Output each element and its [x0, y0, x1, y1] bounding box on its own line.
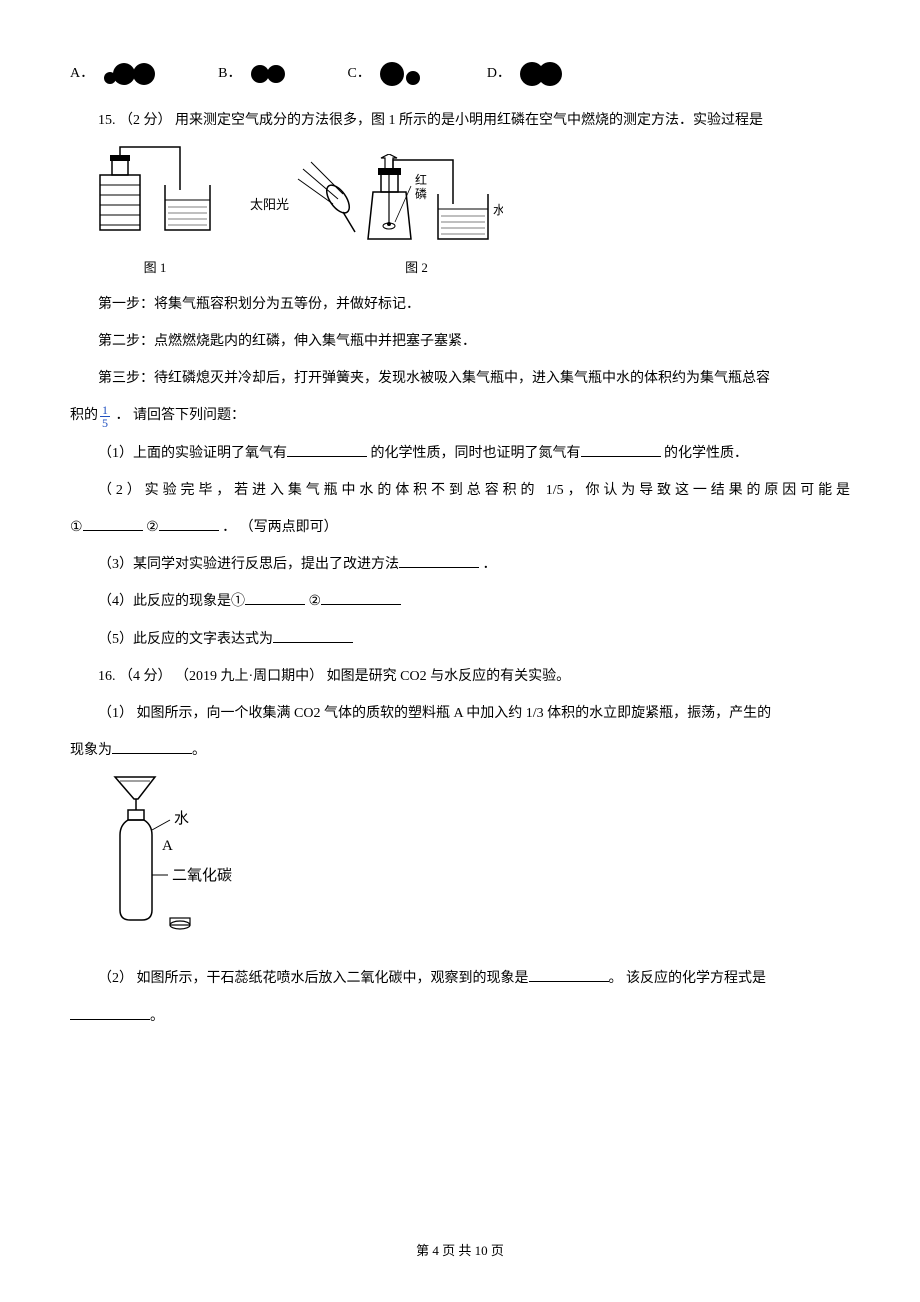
q15-sub3: （3）某同学对实验进行反思后，提出了改进方法 ． — [70, 552, 850, 577]
option-c-label: C． — [347, 61, 370, 86]
fraction-one-fifth: 15 — [100, 404, 110, 429]
bottle-icon: 水 A 二氧化碳 — [90, 775, 260, 945]
q15-step2: 第二步：点燃燃烧匙内的红磷，伸入集气瓶中并把塞子塞紧． — [70, 329, 850, 354]
blank — [159, 517, 219, 531]
q15-header: 15. （2 分） 用来测定空气成分的方法很多，图 1 所示的是小明用红磷在空气… — [70, 108, 850, 133]
sun-label: 太阳光 — [250, 193, 289, 216]
q15-sub2-line1: （2）实验完毕，若进入集气瓶中水的体积不到总容积的 1/5，你认为导致这一结果的… — [70, 478, 850, 503]
q15-sub3-a: （3）某同学对实验进行反思后，提出了改进方法 — [98, 557, 399, 572]
svg-text:二氧化碳: 二氧化碳 — [172, 867, 232, 884]
blank — [83, 517, 143, 531]
q16-sub1-line2a: 现象为 — [70, 743, 112, 758]
q15-sub5: （5）此反应的文字表达式为 — [70, 627, 850, 652]
option-c-icon — [379, 61, 427, 87]
blank — [321, 591, 401, 605]
q16-header: 16. （4 分） （2019 九上·周口期中） 如图是研究 CO2 与水反应的… — [70, 664, 850, 689]
q15-sub2-a: ① — [70, 520, 83, 535]
img2-label: 图 2 — [330, 256, 503, 279]
blank — [529, 968, 609, 982]
q16-sub1-line2: 现象为 。 — [70, 738, 850, 763]
experiment-diagram-2-icon: 红 磷 水 — [293, 154, 503, 254]
svg-text:磷: 磷 — [415, 186, 427, 201]
blank — [287, 443, 367, 457]
page-footer: 第 4 页 共 10 页 — [0, 1239, 920, 1262]
q15-sub4-a: （4）此反应的现象是① — [98, 594, 245, 609]
blank — [581, 443, 661, 457]
option-b: B． — [218, 61, 287, 86]
q16-sub2: （2） 如图所示，干石蕊纸花喷水后放入二氧化碳中，观察到的现象是 。 该反应的化学… — [70, 966, 850, 991]
q16-sub2-b: 。 该反应的化学方程式是 — [609, 971, 767, 986]
option-c: C． — [347, 61, 426, 87]
experiment-diagram-1-icon — [90, 145, 220, 245]
q15-step1: 第一步：将集气瓶容积划分为五等份，并做好标记． — [70, 292, 850, 317]
blank — [245, 591, 305, 605]
q15-sub2-line2: ① ② ． （写两点即可） — [70, 515, 850, 540]
q15-step3b: 积的15 ． 请回答下列问题： — [70, 403, 850, 428]
option-a-icon — [102, 60, 158, 88]
q15-sub4-b: ② — [305, 594, 321, 609]
blank — [70, 1006, 150, 1020]
q15-step3a: 第三步：待红磷熄灭并冷却后，打开弹簧夹，发现水被吸入集气瓶中，进入集气瓶中水的体… — [70, 366, 850, 391]
q16-sub2-a: （2） 如图所示，干石蕊纸花喷水后放入二氧化碳中，观察到的现象是 — [98, 971, 529, 986]
svg-text:水: 水 — [493, 203, 503, 217]
q15-sub1: （1）上面的实验证明了氧气有 的化学性质，同时也证明了氮气有 的化学性质． — [70, 441, 850, 466]
q15-sub1-a: （1）上面的实验证明了氧气有 — [98, 446, 287, 461]
q16-sub1-line2b: 。 — [192, 743, 206, 758]
svg-text:水: 水 — [174, 810, 189, 827]
option-b-label: B． — [218, 61, 241, 86]
q15-images: 图 1 太阳光 红 — [90, 145, 850, 280]
q15-sub2-c: ． （写两点即可） — [219, 520, 338, 535]
q15-step3b-suffix: ． 请回答下列问题： — [112, 408, 245, 423]
q15-sub4: （4）此反应的现象是① ② — [70, 589, 850, 614]
q16-sub2-line2: 。 — [70, 1004, 850, 1029]
img1-label: 图 1 — [90, 256, 220, 279]
option-b-icon — [249, 63, 287, 85]
option-d-label: D． — [487, 61, 511, 86]
blank — [273, 629, 353, 643]
svg-text:A: A — [162, 838, 173, 854]
option-a-label: A． — [70, 61, 94, 86]
q16-sub2-line2-text: 。 — [150, 1009, 164, 1024]
q15-sub3-b: ． — [479, 557, 497, 572]
options-row: A． B． C． D． — [70, 60, 850, 88]
option-d-icon — [519, 61, 563, 87]
q15-sub1-b: 的化学性质，同时也证明了氮气有 — [367, 446, 581, 461]
svg-text:红: 红 — [415, 172, 427, 187]
blank — [112, 740, 192, 754]
q15-sub5-a: （5）此反应的文字表达式为 — [98, 632, 273, 647]
option-a: A． — [70, 60, 158, 88]
option-d: D． — [487, 61, 563, 87]
bottle-diagram: 水 A 二氧化碳 — [90, 775, 850, 954]
blank — [399, 554, 479, 568]
q16-sub1-line1: （1） 如图所示，向一个收集满 CO2 气体的质软的塑料瓶 A 中加入约 1/3… — [70, 701, 850, 726]
q15-sub2-b: ② — [143, 520, 159, 535]
q15-step3b-prefix: 积的 — [70, 408, 98, 423]
q15-sub1-c: 的化学性质． — [661, 446, 749, 461]
